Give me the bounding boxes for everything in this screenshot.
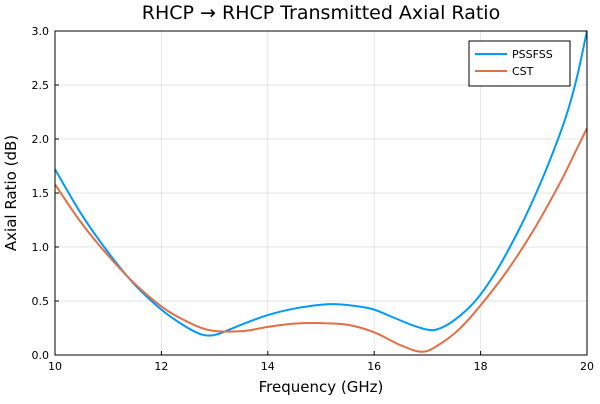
series-line-cst — [55, 127, 587, 353]
y-tick-label: 2.0 — [32, 133, 50, 146]
legend-box — [468, 40, 571, 87]
legend: PSSFSS CST — [468, 40, 571, 87]
series-line-pssfss — [55, 31, 587, 337]
y-tick-label: 1.0 — [32, 241, 50, 254]
x-tick-label: 18 — [474, 360, 488, 373]
x-axis-label: Frequency (GHz) — [259, 378, 384, 396]
legend-label-pssfss: PSSFSS — [512, 48, 553, 61]
x-tick-label: 12 — [154, 360, 168, 373]
x-tick-label: 10 — [48, 360, 62, 373]
y-tick-label: 2.5 — [32, 79, 50, 92]
chart-title: RHCP → RHCP Transmitted Axial Ratio — [142, 2, 500, 24]
y-axis-label: Axial Ratio (dB) — [2, 135, 20, 251]
x-tick-label: 16 — [367, 360, 381, 373]
axis-layer: 10 12 14 16 18 20 0.0 0.5 1.0 1.5 2.0 2.5 3.0 — [32, 25, 595, 373]
x-tick-label: 14 — [261, 360, 275, 373]
legend-label-cst: CST — [512, 65, 534, 78]
y-tick-label: 3.0 — [32, 25, 50, 38]
series-layer — [55, 31, 587, 353]
y-tick-label: 0.0 — [32, 349, 50, 362]
y-tick-label: 1.5 — [32, 187, 50, 200]
y-tick-label: 0.5 — [32, 295, 50, 308]
x-tick-label: 20 — [580, 360, 594, 373]
